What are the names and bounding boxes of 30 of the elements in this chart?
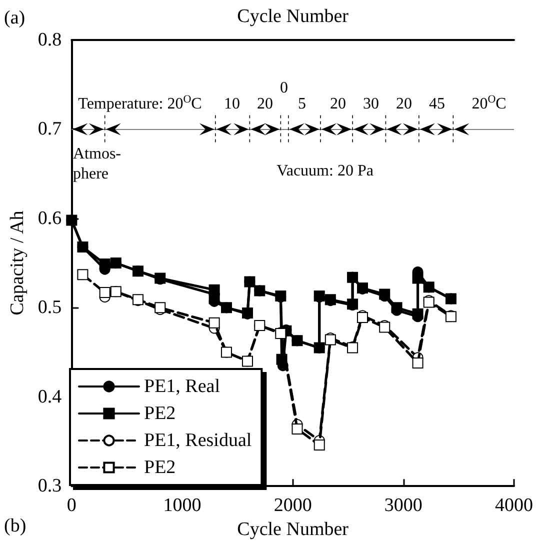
legend-label: PE1, Residual — [144, 430, 252, 451]
annotation: Vacuum: 20 Pa — [276, 162, 374, 180]
annotation: 5 — [298, 96, 306, 112]
y-tick-label: 0.3 — [38, 476, 62, 497]
annotation: 20 — [396, 96, 412, 112]
y-tick-label: 0.4 — [38, 386, 62, 408]
legend-label: PE1, Real — [144, 376, 220, 397]
x-tick-label: 2000 — [274, 495, 312, 516]
x-tick-label: 0 — [66, 495, 76, 516]
x-tick-label: 4000 — [495, 495, 533, 516]
x-axis-title: Cycle Number — [237, 519, 350, 540]
x-tick-label: 1000 — [163, 495, 202, 516]
y-tick-label: 0.8 — [38, 30, 62, 50]
annotation: Atmos- phere — [73, 146, 121, 182]
annotation: 20 — [330, 96, 346, 112]
y-tick-label: 0.5 — [38, 297, 62, 318]
annotation: 0 — [280, 80, 288, 96]
x-tick-label: 3000 — [384, 495, 422, 516]
x2-axis-title: Cycle Number — [237, 6, 350, 27]
legend-label: PE2 — [144, 457, 176, 478]
text: (a) — [4, 8, 26, 28]
y-tick-label: 0.7 — [38, 118, 62, 140]
annotation: 30 — [363, 96, 379, 112]
annotation: 10 — [224, 96, 240, 112]
y-axis-title: Capacity / Ah — [7, 210, 28, 316]
annotation: 45 — [429, 96, 445, 112]
y-tick-label: 0.6 — [38, 208, 62, 229]
text: (b) — [4, 516, 26, 536]
annotation: 20 — [257, 96, 273, 112]
legend-label: PE2 — [144, 403, 176, 424]
